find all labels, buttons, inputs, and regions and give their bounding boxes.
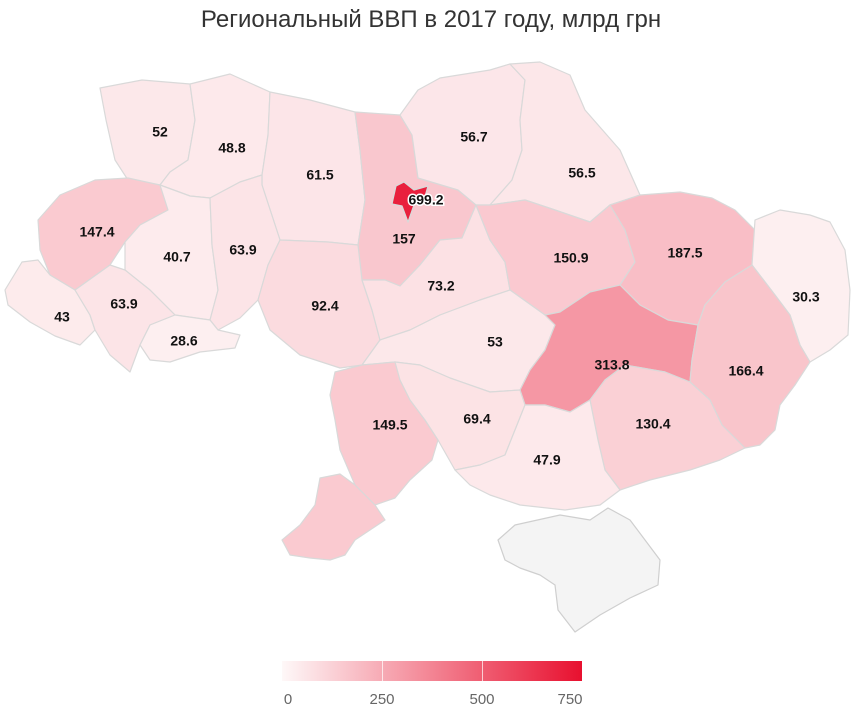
region-shape-highlight — [391, 181, 429, 223]
region-shape — [281, 473, 386, 561]
region-value-label: 53 — [487, 334, 503, 350]
region-shape — [497, 507, 661, 633]
region-value-label: 61.5 — [306, 167, 333, 183]
region-value-label: 69.4 — [463, 411, 490, 427]
region-value-label: 130.4 — [635, 416, 670, 432]
region-value-label: 157 — [392, 231, 416, 247]
region-value-label: 30.3 — [792, 289, 819, 305]
region-value-label: 63.9 — [229, 242, 256, 258]
legend-separator — [482, 661, 483, 681]
region-value-label: 166.4 — [728, 363, 763, 379]
legend-tick-label: 0 — [283, 691, 293, 708]
region-value-label: 147.4 — [79, 224, 114, 240]
color-legend — [282, 661, 582, 681]
legend-tick-label: 250 — [369, 691, 395, 708]
chart-title: Региональный ВВП в 2017 году, млрд грн — [200, 6, 662, 33]
region-value-label: 149.5 — [372, 417, 407, 433]
region-value-label: 73.2 — [427, 278, 454, 294]
legend-tick-label: 750 — [557, 691, 583, 708]
region-value-label: 52 — [152, 124, 168, 140]
region-value-label: 699.2 — [408, 192, 443, 208]
legend-tick-label: 500 — [469, 691, 495, 708]
region-value-label: 56.7 — [460, 129, 487, 145]
region-value-label: 47.9 — [533, 452, 560, 468]
region-shape — [139, 314, 241, 363]
region-shape — [4, 259, 96, 346]
region-value-label: 43 — [54, 309, 70, 325]
region-value-label: 92.4 — [311, 298, 338, 314]
region-value-label: 313.8 — [594, 357, 629, 373]
region-value-label: 63.9 — [110, 296, 137, 312]
region-value-label: 150.9 — [553, 250, 588, 266]
legend-separator — [382, 661, 383, 681]
legend-gradient-bar — [282, 661, 582, 681]
region-value-label: 48.8 — [218, 140, 245, 156]
region-value-label: 56.5 — [568, 165, 595, 181]
region-shape — [454, 399, 621, 511]
region-value-label: 40.7 — [163, 249, 190, 265]
region-value-label: 187.5 — [667, 245, 702, 261]
region-value-label: 28.6 — [170, 333, 197, 349]
